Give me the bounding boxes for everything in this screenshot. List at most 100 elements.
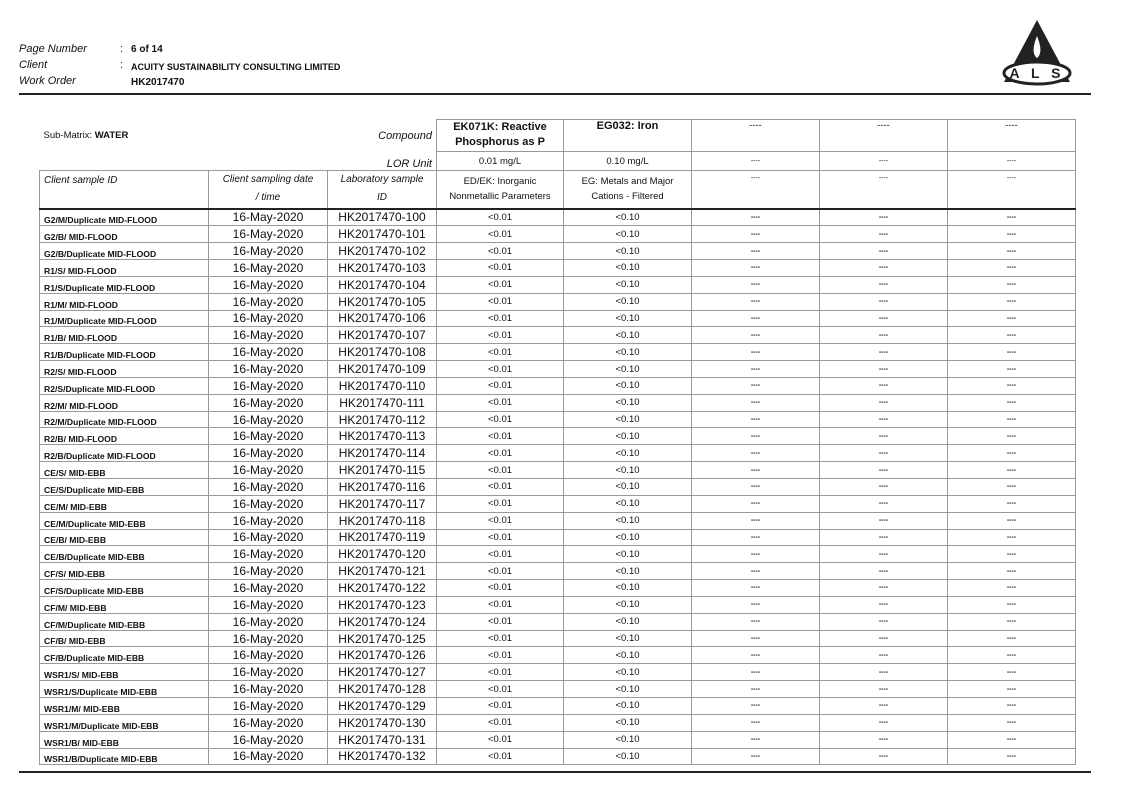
iron-value: <0.10 (563, 461, 692, 479)
empty-value: ---- (691, 579, 820, 597)
empty-value: ---- (819, 494, 948, 513)
empty-value: ---- (947, 545, 1076, 564)
table-row: CF/M/Duplicate MID-EBB 16-May-2020 HK20174… (39, 612, 1076, 631)
compound-header: ---- (819, 119, 948, 152)
table-row: CF/B/ MID-EBB 16-May-2020 HK2017470-125 <0.… (39, 629, 1076, 648)
empty-value: ---- (947, 595, 1076, 614)
lab-sample-id: HK2017470-120 (327, 545, 437, 564)
table-row: CF/S/Duplicate MID-EBB 16-May-2020 HK20174… (39, 579, 1076, 597)
empty-value: ---- (819, 545, 948, 564)
sample-id: R2/B/ MID-FLOOD (39, 427, 209, 446)
lab-sample-id: HK2017470-106 (327, 309, 437, 328)
sampling-date: 16-May-2020 (208, 207, 328, 227)
sampling-date: 16-May-2020 (208, 545, 328, 564)
empty-value: ---- (819, 478, 948, 496)
sample-id: G2/B/Duplicate MID-FLOOD (39, 242, 209, 261)
table-row: WSR1/M/Duplicate MID-EBB 16-May-2020 HK201… (39, 713, 1076, 732)
table-row: R1/B/Duplicate MID-FLOOD 16-May-2020 HK201… (39, 343, 1076, 362)
col-header-lab-id: Laboratory sample ID (327, 170, 437, 210)
sample-id: CF/B/ MID-EBB (39, 629, 209, 648)
iron-value: <0.10 (563, 646, 692, 665)
table-row: CF/B/Duplicate MID-EBB 16-May-2020 HK20174… (39, 646, 1076, 665)
empty-value: ---- (819, 309, 948, 328)
lab-sample-id: HK2017470-118 (327, 511, 437, 530)
empty-value: ---- (691, 292, 820, 311)
iron-value: <0.10 (563, 713, 692, 732)
empty-value: ---- (819, 696, 948, 715)
lab-sample-id: HK2017470-121 (327, 562, 437, 581)
table-row: G2/M/Duplicate MID-FLOOD 16-May-2020 HK201… (39, 207, 1076, 227)
empty-value: ---- (819, 242, 948, 261)
table-row: CE/S/Duplicate MID-EBB 16-May-2020 HK20174… (39, 478, 1076, 496)
sample-id: G2/M/Duplicate MID-FLOOD (39, 207, 209, 227)
empty-value: ---- (819, 393, 948, 412)
sample-id: R2/M/ MID-FLOOD (39, 393, 209, 412)
lab-sample-id: HK2017470-116 (327, 478, 437, 496)
sample-id: CF/M/ MID-EBB (39, 595, 209, 614)
compound-header: EK071K: Reactive Phosphorus as P (436, 119, 564, 152)
lab-sample-id: HK2017470-104 (327, 275, 437, 294)
sample-id: CF/S/Duplicate MID-EBB (39, 579, 209, 597)
empty-value: ---- (947, 259, 1076, 277)
iron-value: <0.10 (563, 494, 692, 513)
empty-value: ---- (947, 444, 1076, 463)
sample-id: WSR1/S/Duplicate MID-EBB (39, 680, 209, 698)
phosphorus-value: <0.01 (436, 207, 564, 227)
lab-sample-id: HK2017470-115 (327, 461, 437, 479)
empty-value: ---- (691, 309, 820, 328)
empty-value: ---- (691, 360, 820, 378)
iron-value: <0.10 (563, 528, 692, 547)
client-name: ACUITY SUSTAINABILITY CONSULTING LIMITED (131, 62, 341, 72)
sampling-date: 16-May-2020 (208, 562, 328, 581)
empty-value: ---- (819, 343, 948, 362)
table-row: G2/B/ MID-FLOOD 16-May-2020 HK2017470-101 <… (39, 225, 1076, 244)
lab-sample-id: HK2017470-131 (327, 730, 437, 749)
col-header-sampling-date: Client sampling date / time (208, 170, 328, 210)
sample-id: CE/B/ MID-EBB (39, 528, 209, 547)
sample-id: R1/M/ MID-FLOOD (39, 292, 209, 311)
method-header: ---- (819, 170, 948, 210)
lor-unit: ---- (691, 151, 820, 171)
als-logo: A L S (1002, 20, 1072, 86)
empty-value: ---- (947, 612, 1076, 631)
lab-sample-id: HK2017470-112 (327, 410, 437, 429)
lab-sample-id: HK2017470-125 (327, 629, 437, 648)
sampling-date: 16-May-2020 (208, 292, 328, 311)
empty-value: ---- (691, 242, 820, 261)
phosphorus-value: <0.01 (436, 696, 564, 715)
empty-value: ---- (691, 259, 820, 277)
empty-value: ---- (947, 629, 1076, 648)
phosphorus-value: <0.01 (436, 511, 564, 530)
client-label: Client (19, 59, 48, 71)
sampling-date: 16-May-2020 (208, 730, 328, 749)
sub-matrix: Sub-Matrix: WATER (40, 120, 209, 152)
iron-value: <0.10 (563, 207, 692, 227)
empty-value: ---- (691, 646, 820, 665)
phosphorus-value: <0.01 (436, 730, 564, 749)
sampling-date: 16-May-2020 (208, 478, 328, 496)
empty-value: ---- (947, 579, 1076, 597)
table-row: G2/B/Duplicate MID-FLOOD 16-May-2020 HK201… (39, 242, 1076, 261)
empty-value: ---- (819, 579, 948, 597)
empty-value: ---- (691, 393, 820, 412)
lor-unit: ---- (819, 151, 948, 171)
table-row: WSR1/S/Duplicate MID-EBB 16-May-2020 HK201… (39, 680, 1076, 698)
iron-value: <0.10 (563, 747, 692, 766)
empty-value: ---- (691, 326, 820, 345)
sampling-date: 16-May-2020 (208, 326, 328, 345)
table-row: CF/M/ MID-EBB 16-May-2020 HK2017470-123 <0.… (39, 595, 1076, 614)
compound-header: ---- (947, 119, 1076, 152)
sub-matrix-label: Sub-Matrix: (43, 130, 93, 141)
table-row: R1/S/Duplicate MID-FLOOD 16-May-2020 HK201… (39, 275, 1076, 294)
lab-sample-id: HK2017470-105 (327, 292, 437, 311)
sample-id: R2/S/Duplicate MID-FLOOD (39, 376, 209, 395)
lab-sample-id: HK2017470-123 (327, 595, 437, 614)
sample-id: R2/M/Duplicate MID-FLOOD (39, 410, 209, 429)
empty-value: ---- (947, 292, 1076, 311)
table-row: WSR1/S/ MID-EBB 16-May-2020 HK2017470-127 <… (39, 663, 1076, 682)
empty-value: ---- (819, 225, 948, 244)
method-header: ---- (947, 170, 1076, 210)
empty-value: ---- (819, 360, 948, 378)
empty-value: ---- (691, 696, 820, 715)
sample-id: CE/M/Duplicate MID-EBB (39, 511, 209, 530)
